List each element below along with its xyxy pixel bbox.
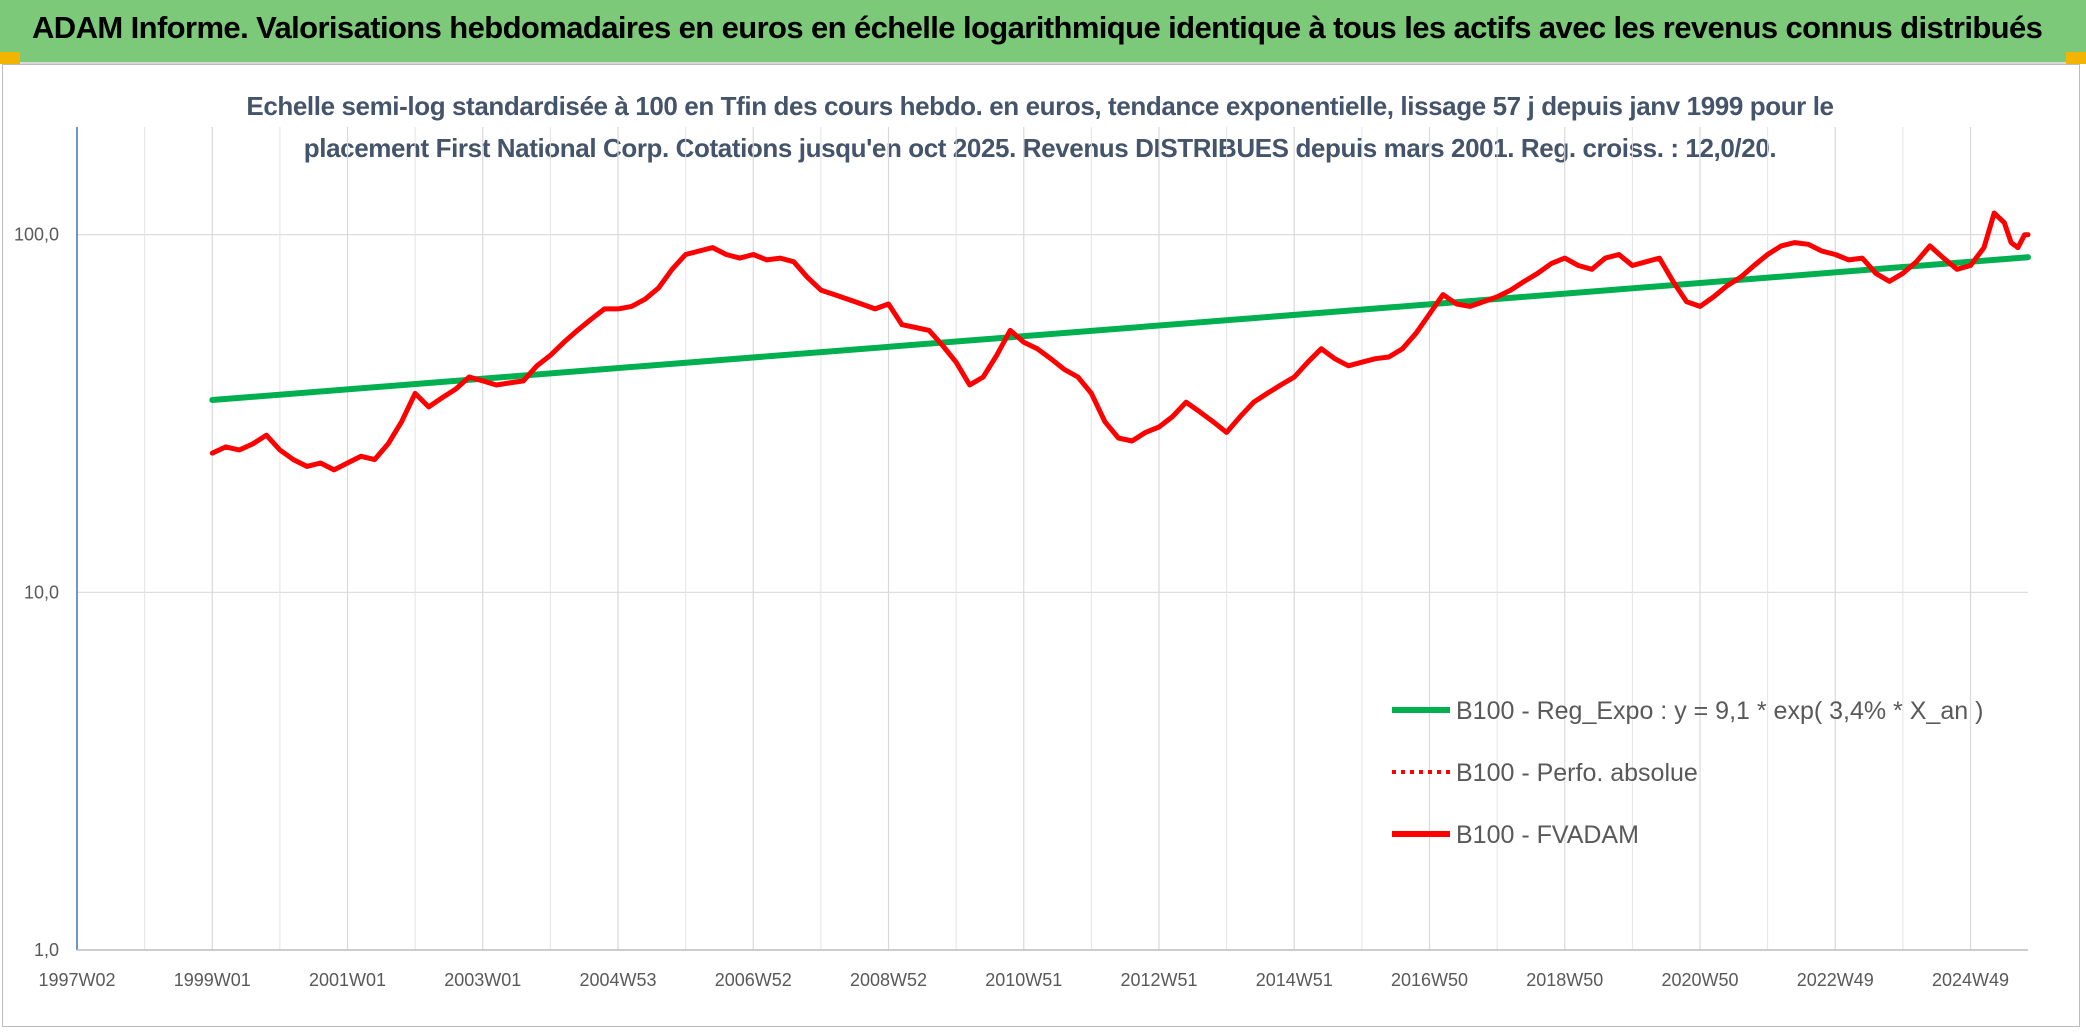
chart-title-line-1: Echelle semi-log standardisée à 100 en T… <box>246 91 1834 121</box>
legend-label: B100 - Reg_Expo : y = 9,1 * exp( 3,4% * … <box>1456 697 1983 725</box>
x-tick-label: 2018W50 <box>1526 970 1603 990</box>
series-line-fvadam <box>209 210 2031 473</box>
legend-label: B100 - Perfo. absolue <box>1456 759 1698 787</box>
grid-lines <box>76 127 2028 951</box>
chart-frame <box>2 64 2080 1027</box>
x-tick-label: 2006W52 <box>715 970 792 990</box>
x-tick-label: 2024W49 <box>1932 970 2009 990</box>
x-tick-label: 2014W51 <box>1256 970 1333 990</box>
x-tick-label: 2020W50 <box>1661 970 1738 990</box>
y-axis-ticks: 1,0 10,0 100,0 <box>14 225 59 960</box>
x-tick-label: 2003W01 <box>444 970 521 990</box>
x-tick-label: 1997W02 <box>38 970 115 990</box>
series-line-reg-expo <box>209 254 2031 403</box>
x-tick-label: 2022W49 <box>1797 970 1874 990</box>
series-lines <box>209 210 2031 473</box>
legend: B100 - Reg_Expo : y = 9,1 * exp( 3,4% * … <box>1392 697 1983 849</box>
y-tick-label: 100,0 <box>14 225 59 245</box>
corner-marker-left <box>0 52 20 64</box>
x-tick-label: 2008W52 <box>850 970 927 990</box>
x-tick-label: 2010W51 <box>985 970 1062 990</box>
x-axis-ticks: 1997W02 1999W01 2001W01 2003W01 2004W53 2006W… <box>38 970 2009 990</box>
y-tick-label: 1,0 <box>34 940 59 960</box>
y-tick-label: 10,0 <box>24 582 59 602</box>
x-tick-label: 2016W50 <box>1391 970 1468 990</box>
x-tick-label: 2001W01 <box>309 970 386 990</box>
header-banner: ADAM Informe. Valorisations hebdomadaire… <box>0 0 2086 64</box>
legend-label: B100 - FVADAM <box>1456 821 1639 849</box>
x-tick-label: 2004W53 <box>579 970 656 990</box>
chart-title-line-2: placement First National Corp. Cotations… <box>303 133 1777 163</box>
x-tick-label: 1999W01 <box>174 970 251 990</box>
corner-marker-right <box>2066 52 2086 64</box>
report-title: ADAM Informe. Valorisations hebdomadaire… <box>32 10 2043 45</box>
x-tick-label: 2012W51 <box>1120 970 1197 990</box>
